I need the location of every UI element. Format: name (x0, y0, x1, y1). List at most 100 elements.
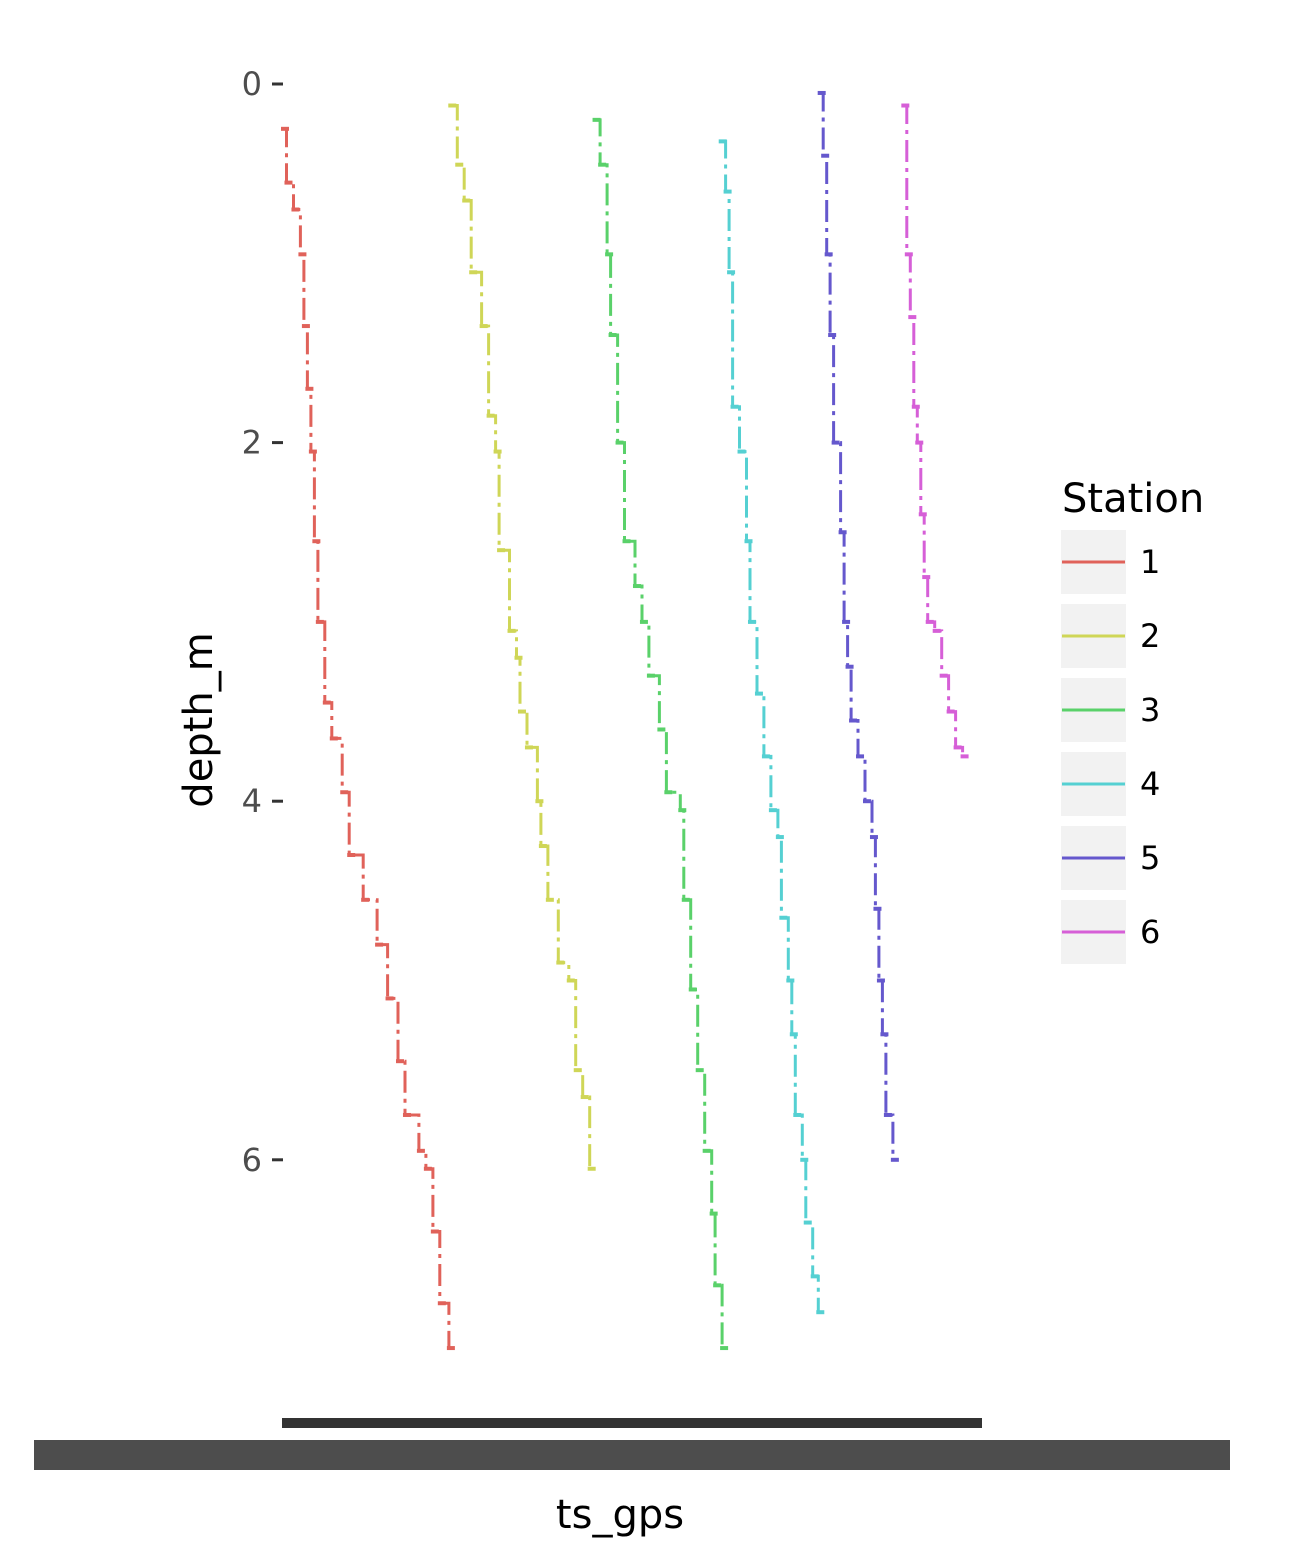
legend-item-2: 2 (1061, 604, 1160, 668)
series-point-1 (291, 207, 300, 212)
series-point-2 (497, 548, 506, 553)
series-point-4 (768, 808, 777, 813)
series-point-3 (622, 539, 631, 544)
series-line-4 (720, 139, 820, 1313)
series-point-5 (869, 835, 878, 840)
series-point-1 (385, 996, 394, 1001)
series-point-5 (824, 252, 833, 257)
series-point-5 (856, 754, 865, 759)
legend-label: 1 (1140, 543, 1160, 581)
series-point-5 (817, 90, 826, 95)
series-point-3 (709, 1211, 718, 1216)
series-point-1 (430, 1229, 439, 1234)
series-point-1 (298, 252, 307, 257)
series-point-2 (587, 1166, 596, 1171)
series-point-1 (402, 1112, 411, 1117)
series-point-3 (615, 440, 624, 445)
legend-label: 6 (1140, 913, 1160, 951)
series-point-1 (312, 539, 321, 544)
series-point-4 (727, 270, 736, 275)
legend-label: 5 (1140, 839, 1160, 877)
series-point-6 (904, 252, 913, 257)
y-tick-label: 2 (242, 424, 262, 462)
series-point-5 (873, 906, 882, 911)
series-point-4 (747, 619, 756, 624)
series-point-2 (514, 655, 523, 660)
series-point-2 (566, 978, 575, 983)
series-point-2 (455, 162, 464, 167)
legend-label: 4 (1140, 765, 1160, 803)
x-axis (34, 1418, 1230, 1470)
series-point-5 (890, 1157, 899, 1162)
series-point-6 (939, 673, 948, 678)
series-point-1 (423, 1166, 432, 1171)
series-point-6 (953, 745, 962, 750)
series-point-3 (608, 333, 617, 338)
series-point-3 (639, 619, 648, 624)
series-point-6 (932, 628, 941, 633)
series-point-5 (831, 440, 840, 445)
series-point-4 (779, 915, 788, 920)
y-axis-title: depth_m (176, 632, 222, 807)
series-point-2 (580, 1095, 589, 1100)
series-point-1 (281, 126, 289, 131)
legend-item-1: 1 (1061, 530, 1160, 594)
legend-item-6: 6 (1061, 900, 1160, 964)
series-point-3 (657, 727, 666, 732)
series-point-5 (876, 978, 885, 983)
series-line-1 (283, 127, 451, 1349)
series-point-4 (761, 754, 770, 759)
series-point-5 (842, 619, 851, 624)
series-point-2 (538, 844, 547, 849)
x-axis-overlapping-tick-labels (34, 1440, 1230, 1470)
series-point-3 (695, 1068, 704, 1073)
series-point-3 (681, 897, 690, 902)
series-line-6 (903, 104, 965, 757)
series-point-1 (305, 386, 314, 391)
legend-label: 3 (1140, 691, 1160, 729)
series-point-1 (301, 324, 310, 329)
series-point-4 (786, 978, 795, 983)
series-point-6 (946, 709, 955, 714)
series-point-4 (793, 1112, 802, 1117)
series-point-5 (838, 530, 847, 535)
series-point-2 (535, 799, 544, 804)
series-point-2 (469, 270, 478, 275)
series-point-6 (922, 575, 931, 580)
series-point-2 (462, 198, 471, 203)
series-point-2 (486, 413, 495, 418)
series-point-4 (775, 835, 784, 840)
series-point-4 (744, 539, 753, 544)
series-point-2 (448, 103, 457, 108)
legend-item-4: 4 (1061, 752, 1160, 816)
series-point-6 (925, 619, 934, 624)
series-point-1 (437, 1301, 446, 1306)
series-point-2 (573, 1068, 582, 1073)
y-axis: 0 2 4 6 (242, 65, 283, 1179)
series-point-1 (284, 180, 293, 185)
series-point-4 (754, 691, 763, 696)
series-point-5 (883, 1112, 892, 1117)
series-point-1 (340, 790, 349, 795)
series-point-4 (816, 1310, 825, 1315)
series-point-4 (789, 1032, 798, 1037)
series-point-5 (862, 799, 871, 804)
series-point-1 (322, 700, 331, 705)
series-point-4 (810, 1274, 819, 1279)
x-axis-title: ts_gps (556, 1492, 684, 1538)
series-point-1 (446, 1346, 455, 1351)
series-point-1 (375, 942, 384, 947)
series-point-2 (524, 745, 533, 750)
series-point-6 (911, 404, 920, 409)
series-point-4 (730, 404, 739, 409)
series-point-5 (821, 153, 830, 158)
legend-label: 2 (1140, 617, 1160, 655)
series-point-3 (664, 790, 673, 795)
x-axis-tick-bar (282, 1418, 982, 1428)
series-point-3 (592, 117, 601, 122)
series-point-3 (720, 1346, 729, 1351)
plot-area (281, 90, 969, 1351)
series-point-2 (517, 709, 526, 714)
series-line-3 (594, 118, 724, 1349)
series-point-6 (960, 754, 969, 759)
